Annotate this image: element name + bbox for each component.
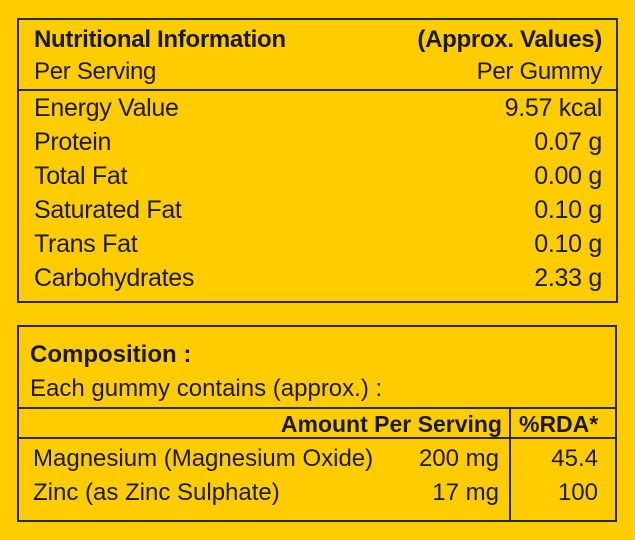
composition-panel: Composition : Each gummy contains (appro… <box>17 325 617 522</box>
nutrient-name: Total Fat <box>34 162 128 190</box>
nutrient-value: 9.57 kcal <box>504 94 603 122</box>
nutrient-name: Carbohydrates <box>34 264 195 292</box>
ingredient-rda: 100 <box>557 479 598 506</box>
rda-header: %RDA* <box>519 411 599 437</box>
amount-per-serving-header: Amount Per Serving <box>280 411 502 437</box>
nutrition-rows: Energy Value 9.57 kcal Protein 0.07 g To… <box>19 91 616 298</box>
nutrition-row-carbohydrates: Carbohydrates 2.33 g <box>34 264 602 298</box>
ingredient-name: Magnesium (Magnesium Oxide) <box>33 445 374 472</box>
nutrient-name: Protein <box>34 128 112 156</box>
nutrient-name: Energy Value <box>34 94 179 122</box>
nutrition-row-saturated-fat: Saturated Fat 0.10 g <box>34 196 602 230</box>
nutrient-value: 0.10 g <box>534 196 602 224</box>
nutrient-value: 2.33 g <box>534 264 602 292</box>
nutrition-panel: Nutritional Information (Approx. Values)… <box>17 18 618 303</box>
composition-row-magnesium: Magnesium (Magnesium Oxide) 200 mg 45.4 <box>19 439 615 473</box>
nutrition-row-total-fat: Total Fat 0.00 g <box>34 162 602 196</box>
composition-table: Amount Per Serving %RDA* Magnesium (Magn… <box>19 407 615 507</box>
nutrient-value: 0.07 g <box>534 128 602 156</box>
composition-table-header: Amount Per Serving %RDA* <box>19 407 615 439</box>
nutrition-row-energy: Energy Value 9.57 kcal <box>34 94 602 128</box>
per-gummy-label: Per Gummy <box>476 58 603 85</box>
nutrition-row-trans-fat: Trans Fat 0.10 g <box>34 230 602 264</box>
approx-values-label: (Approx. Values) <box>417 26 602 53</box>
nutrition-row-protein: Protein 0.07 g <box>34 128 602 162</box>
ingredient-amount: 200 mg <box>418 445 499 472</box>
ingredient-name: Zinc (as Zinc Sulphate) <box>33 479 280 506</box>
composition-subtitle: Each gummy contains (approx.) : <box>30 375 383 402</box>
nutrition-header: Nutritional Information (Approx. Values)… <box>19 20 616 91</box>
nutrient-value: 0.10 g <box>534 230 602 258</box>
per-serving-label: Per Serving <box>34 58 157 85</box>
ingredient-rda: 45.4 <box>551 445 598 472</box>
nutrient-value: 0.00 g <box>534 162 602 190</box>
nutrient-name: Saturated Fat <box>34 196 182 224</box>
nutrition-title: Nutritional Information <box>34 26 286 53</box>
rda-column-divider <box>509 407 511 520</box>
composition-title: Composition : <box>30 341 192 368</box>
composition-row-zinc: Zinc (as Zinc Sulphate) 17 mg 100 <box>19 473 615 507</box>
nutrient-name: Trans Fat <box>34 230 138 258</box>
ingredient-amount: 17 mg <box>432 479 499 506</box>
